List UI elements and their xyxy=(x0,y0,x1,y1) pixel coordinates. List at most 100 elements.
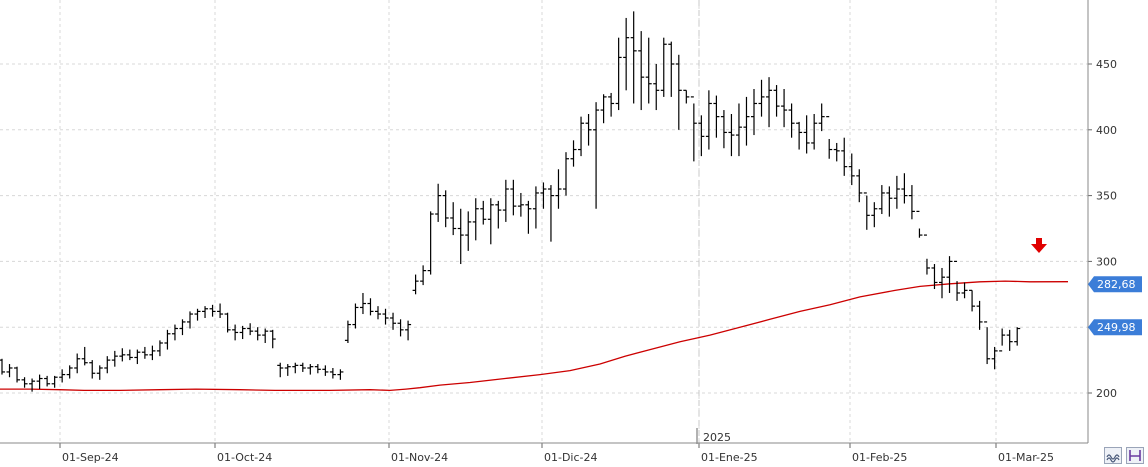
ohlc-bar xyxy=(510,179,517,216)
ohlc-bar xyxy=(931,264,938,290)
down-arrow-icon xyxy=(1031,238,1047,253)
y-tick-label: 300 xyxy=(1096,255,1117,268)
ohlc-bar xyxy=(299,362,306,372)
ohlc-bar xyxy=(36,374,43,390)
ohlc-bar xyxy=(585,114,592,146)
ohlc-bar xyxy=(623,17,630,91)
ohlc-bar xyxy=(442,190,449,228)
ohlc-bar xyxy=(6,364,13,378)
ohlc-bar xyxy=(863,192,870,230)
ohlc-bar xyxy=(149,345,156,361)
ohlc-bar xyxy=(487,198,494,245)
ohlc-bar xyxy=(44,375,51,387)
ohlc-bar xyxy=(720,110,727,149)
ohlc-bar xyxy=(653,64,660,111)
ohlc-bar xyxy=(961,282,968,299)
ohlc-bar xyxy=(375,306,381,320)
ohlc-bar xyxy=(916,210,923,238)
ohlc-bar xyxy=(766,77,773,128)
ohlc-bar xyxy=(0,358,5,375)
ohlc-bar xyxy=(390,312,397,330)
ohlc-bar xyxy=(893,175,900,209)
ohlc-bar xyxy=(51,375,58,388)
ohlc-bar xyxy=(382,308,389,325)
ohlc-bar xyxy=(307,364,314,375)
ohlc-bar xyxy=(668,41,675,97)
ohlc-bar xyxy=(329,367,336,379)
ohlc-bar xyxy=(811,114,818,150)
x-tick-label: 01-Sep-24 xyxy=(62,451,119,464)
ohlc-bar xyxy=(570,140,577,167)
ohlc-bar xyxy=(743,96,750,146)
ohlc-bar xyxy=(359,292,366,315)
ohlc-bar xyxy=(262,328,269,343)
ohlc-bar xyxy=(66,365,73,379)
ohlc-bar xyxy=(397,319,404,337)
ohlc-bar xyxy=(735,103,742,157)
year-label: 2025 xyxy=(703,431,731,444)
ohlc-bar xyxy=(660,37,667,97)
ohlc-bar xyxy=(495,200,502,229)
ohlc-bar xyxy=(713,95,720,138)
ohlc-bar xyxy=(705,90,712,150)
x-tick-label: 01-Dic-24 xyxy=(544,451,598,464)
ohlc-bar xyxy=(14,366,21,383)
ohlc-bar xyxy=(134,349,141,365)
ohlc-bar xyxy=(841,137,848,176)
ohlc-bar xyxy=(202,306,209,318)
ohlc-bar xyxy=(450,202,457,236)
ohlc-bar xyxy=(412,274,419,295)
ohlc-bar xyxy=(856,169,863,203)
ohlc-bar xyxy=(284,364,291,376)
ohlc-bar xyxy=(232,324,239,341)
ohlc-bar xyxy=(871,202,878,228)
ohlc-bar xyxy=(969,289,976,312)
marker xyxy=(1031,238,1047,253)
ohlc-bar xyxy=(954,260,961,301)
x-tick-label: 01-Nov-24 xyxy=(391,451,448,464)
grid xyxy=(0,0,1088,443)
wave-tool-icon[interactable] xyxy=(1104,447,1122,464)
ohlc-bar xyxy=(164,329,171,350)
ohlc-bar xyxy=(751,89,757,136)
ohlc-bar xyxy=(141,346,148,359)
ohlc-bar xyxy=(984,321,991,365)
price-tag-moving_average: 282,68 xyxy=(1088,276,1142,293)
ohlc-bar xyxy=(81,346,88,366)
ohlc-bar xyxy=(540,182,547,209)
ohlc-bar xyxy=(480,200,487,225)
moving-average-series xyxy=(0,280,1069,392)
ohlc-bar xyxy=(645,37,652,104)
ohlc-bar xyxy=(563,152,569,196)
ohlc-bar xyxy=(886,186,893,217)
ohlc-bar xyxy=(292,362,299,374)
ohlc-bar xyxy=(209,304,216,317)
ohlc-bar xyxy=(698,115,705,157)
horizontal-line-tool-icon[interactable] xyxy=(1126,447,1144,464)
ohlc-bar xyxy=(690,96,697,162)
ohlc-bar xyxy=(217,303,224,318)
ohlc-bar xyxy=(939,267,945,299)
ohlc-bar xyxy=(1014,327,1021,346)
ohlc-bar xyxy=(976,300,983,330)
ohlc-bar xyxy=(999,328,1006,352)
ohlc-bar xyxy=(946,256,953,293)
x-tick-label: 01-Mar-25 xyxy=(998,451,1054,464)
x-tick-label: 01-Oct-24 xyxy=(217,451,272,464)
y-tick-label: 200 xyxy=(1096,387,1117,400)
ohlc-bar xyxy=(427,211,434,275)
ohlc-bar xyxy=(96,365,103,380)
ohlc-bar xyxy=(796,121,803,150)
ohlc-bar xyxy=(111,350,118,367)
ohlc-bar xyxy=(352,303,359,329)
ohlc-bar xyxy=(187,311,193,329)
ohlc-bar xyxy=(525,200,532,234)
ohlc-bar xyxy=(247,323,254,336)
ohlc-bar xyxy=(104,356,111,374)
ohlc-bar xyxy=(171,324,178,341)
ohlc-bar xyxy=(991,346,998,370)
ohlc-bar xyxy=(29,378,36,392)
ohlc-bar xyxy=(435,183,442,222)
ohlc-bar xyxy=(239,325,246,340)
